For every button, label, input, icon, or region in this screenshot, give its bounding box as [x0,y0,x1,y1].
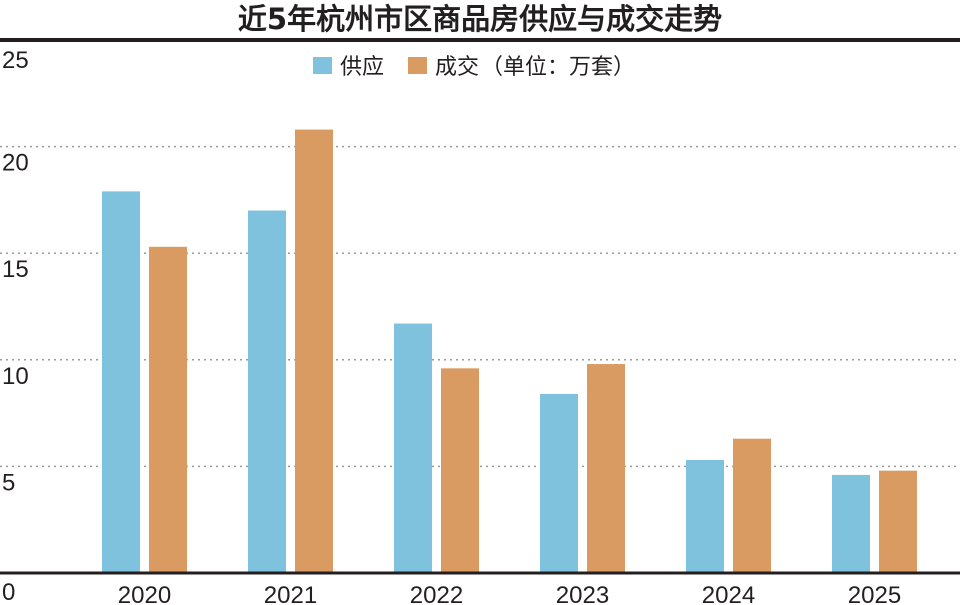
bar-deal-2022 [441,368,479,573]
legend-label-supply: 供应 [340,55,384,80]
bar-deal-2020 [149,246,187,573]
x-axis-ticks: 2020 2021 2022 2023 2024 2025 [118,582,901,605]
y-tick-label: 25 [2,47,29,74]
x-tick-label: 2022 [410,582,463,605]
bar-deal-2024 [733,438,771,573]
legend-swatch-deal [408,57,427,74]
x-tick-label: 2020 [118,582,171,605]
x-tick-label: 2023 [556,582,609,605]
bars [102,129,917,573]
legend: 供应 成交 （单位：万套） [313,55,635,80]
y-axis-ticks: 0 5 10 15 20 25 [2,47,29,605]
x-tick-label: 2025 [848,582,901,605]
chart-title: 近5年杭州市区商品房供应与成交走势 [237,2,723,36]
y-tick-label: 5 [2,469,15,496]
bar-supply-2022 [394,323,432,573]
bar-supply-2023 [540,393,578,573]
bar-deal-2021 [295,129,333,573]
bar-supply-2020 [102,191,140,573]
y-tick-label: 20 [2,150,29,177]
y-tick-label: 0 [2,579,15,605]
bar-supply-2024 [686,460,724,573]
y-tick-label: 10 [2,363,29,390]
y-tick-label: 15 [2,256,29,283]
bar-supply-2025 [832,474,870,573]
gridlines [0,145,960,468]
legend-label-deal: 成交 [435,55,479,80]
bar-supply-2021 [248,210,286,573]
legend-swatch-supply [313,57,332,74]
x-tick-label: 2021 [264,582,317,605]
x-tick-label: 2024 [702,582,755,605]
bar-deal-2025 [879,470,917,573]
bar-deal-2023 [587,364,625,573]
legend-unit-note: （单位：万套） [481,55,635,80]
